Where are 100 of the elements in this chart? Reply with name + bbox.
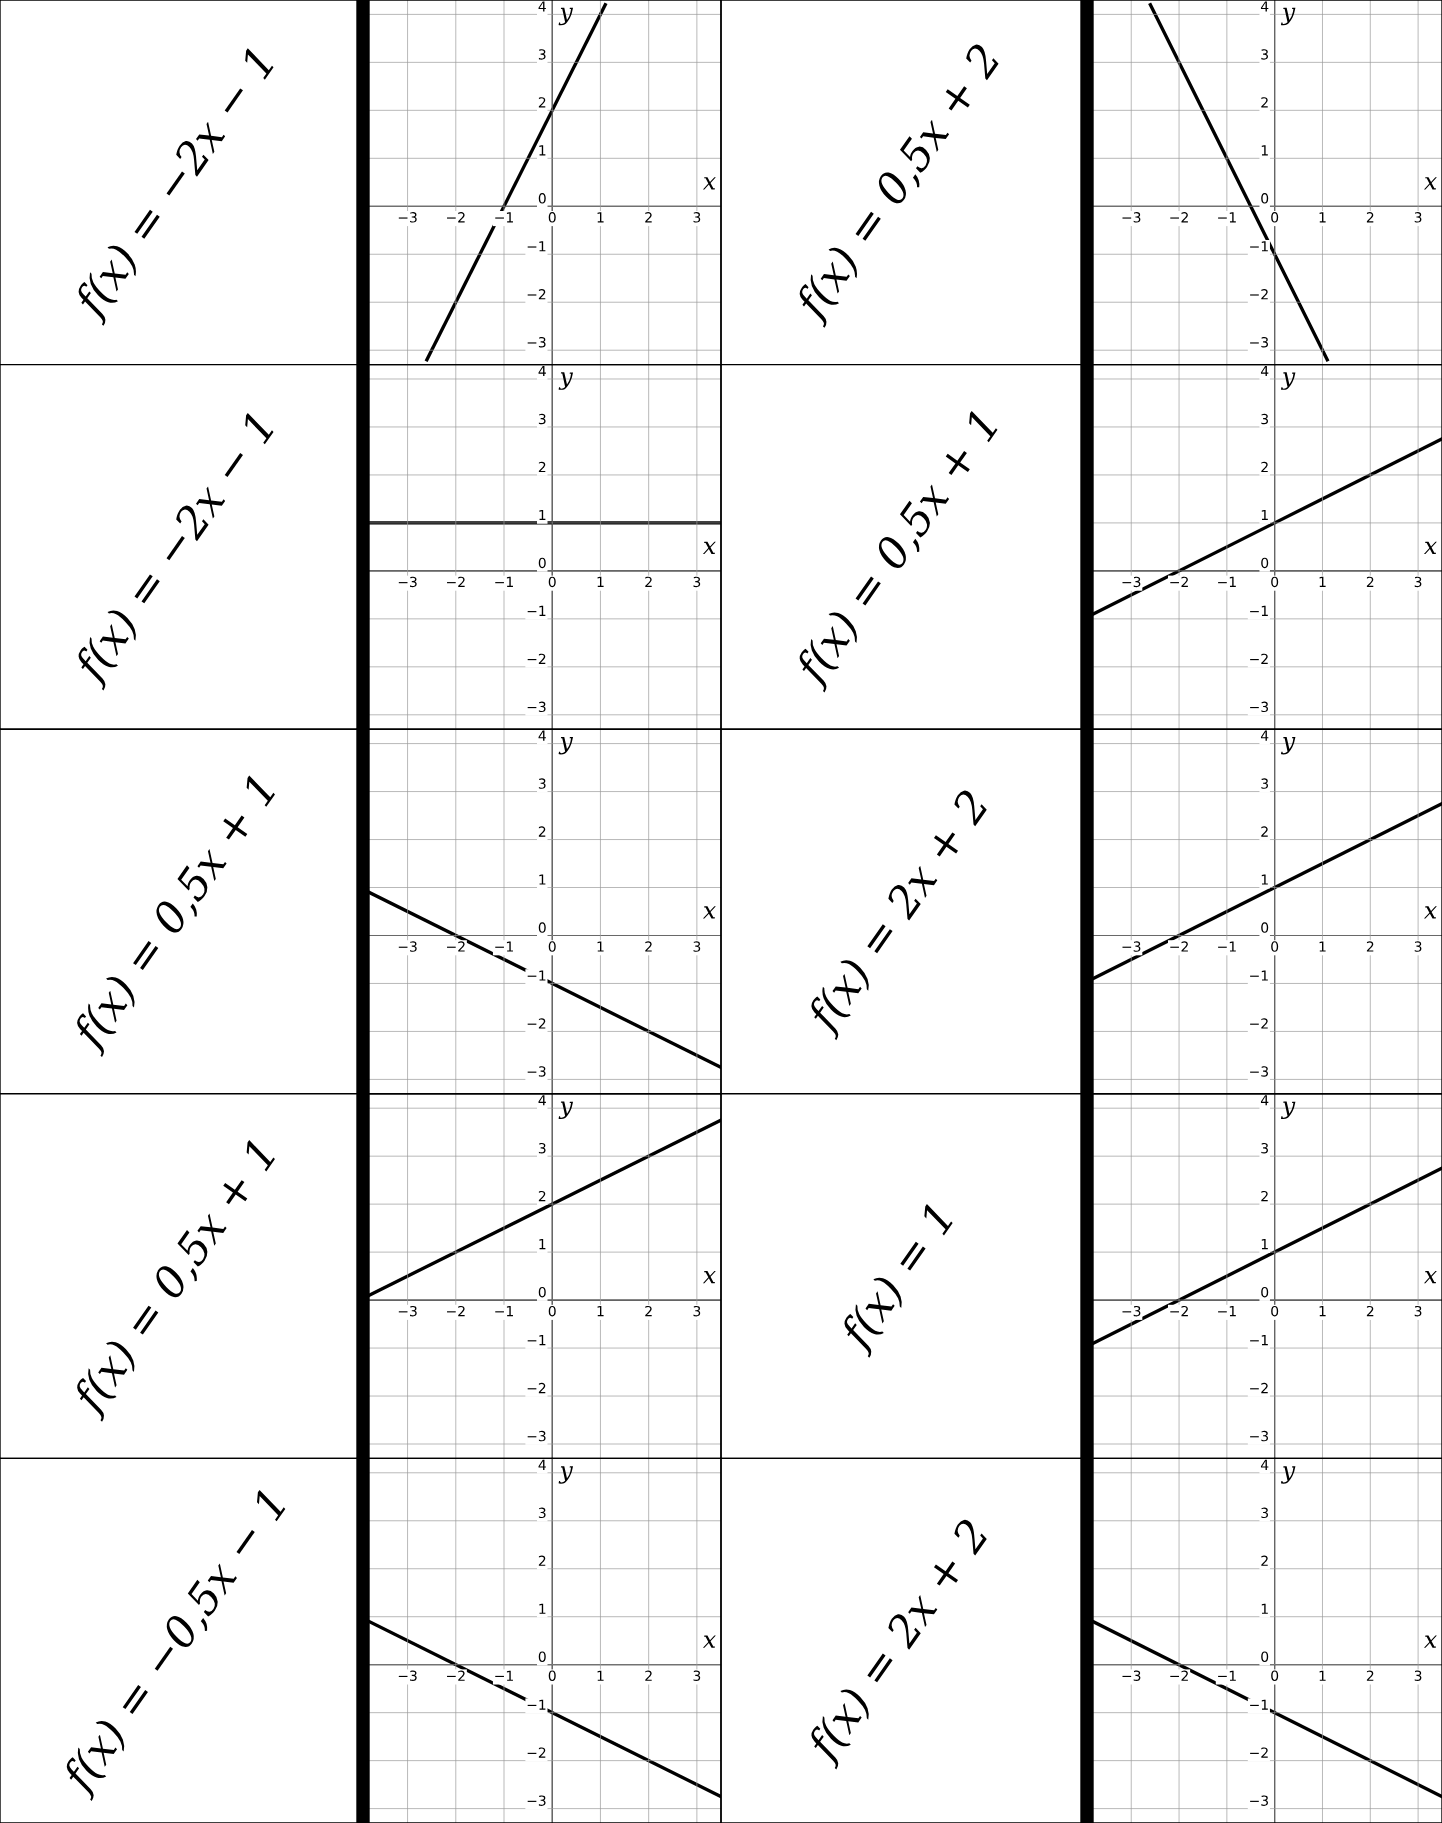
y-tick-label: 4: [538, 365, 546, 377]
y-tick-label: −1: [527, 605, 546, 616]
x-axis-title: x: [702, 906, 716, 919]
y-tick-label: −3: [1250, 337, 1268, 348]
y-tick-label: −1: [527, 1699, 546, 1710]
y-tick-label: 4: [1260, 1459, 1269, 1470]
y-axis-title: y: [558, 1101, 574, 1120]
x-tick-label: 1: [1319, 576, 1326, 587]
x-tick-label: −3: [1122, 1670, 1141, 1681]
x-tick-label: 0: [548, 576, 556, 588]
y-tick-label: 4: [538, 1, 546, 12]
y-tick-label: −1: [1250, 241, 1268, 252]
x-tick-label: 2: [645, 212, 652, 223]
x-tick-label: −1: [495, 1670, 513, 1681]
y-tick-label: −2: [527, 1747, 546, 1758]
y-tick-label: 0: [538, 193, 546, 204]
y-tick-label: 2: [538, 826, 546, 837]
y-tick-label: 1: [539, 1603, 546, 1614]
y-tick-label: −3: [1250, 701, 1268, 713]
x-tick-label: 0: [1271, 1670, 1279, 1681]
x-tick-label: 1: [597, 941, 604, 952]
y-tick-label: 3: [538, 413, 546, 425]
x-tick-label: 0: [1271, 1305, 1279, 1317]
y-tick-label: −3: [527, 1430, 546, 1442]
y-tick-label: −3: [527, 337, 546, 348]
y-tick-label: 1: [539, 1239, 546, 1250]
y-tick-label: 0: [538, 557, 546, 569]
x-tick-label: −1: [1218, 1306, 1236, 1317]
x-tick-label: 0: [1271, 941, 1279, 952]
x-tick-label: 0: [548, 212, 556, 223]
y-tick-label: 2: [1261, 1190, 1268, 1202]
y-tick-label: 1: [1261, 509, 1268, 521]
y-tick-label: −2: [527, 1018, 546, 1029]
x-tick-label: −2: [447, 941, 465, 952]
y-tick-label: 1: [1261, 1239, 1268, 1250]
y-tick-label: −2: [1250, 289, 1268, 300]
y-tick-label: 0: [1261, 1286, 1269, 1298]
x-tick-label: 1: [1319, 1670, 1326, 1681]
y-tick-label: −2: [1250, 1018, 1268, 1029]
x-tick-label: 3: [693, 1670, 701, 1681]
y-tick-label: 3: [538, 1507, 546, 1519]
y-tick-label: −1: [527, 241, 546, 252]
y-tick-label: −1: [527, 970, 546, 981]
y-tick-label: 3: [538, 1142, 546, 1154]
x-tick-label: −3: [1122, 212, 1141, 223]
y-tick-label: 4: [538, 1095, 546, 1106]
x-tick-label: −1: [495, 1306, 513, 1317]
y-tick-label: −1: [527, 1335, 546, 1346]
y-tick-label: 4: [1260, 730, 1269, 741]
x-tick-label: 3: [1414, 941, 1422, 952]
x-tick-label: 3: [693, 212, 701, 223]
y-tick-label: 3: [1261, 1507, 1268, 1519]
y-tick-label: 0: [538, 1286, 546, 1298]
y-tick-label: 2: [1261, 461, 1268, 473]
y-tick-label: −3: [527, 1795, 546, 1806]
x-tick-label: 1: [597, 1670, 604, 1681]
y-tick-label: 4: [1260, 1095, 1269, 1106]
y-tick-label: −2: [527, 1382, 546, 1394]
y-tick-label: −2: [1250, 653, 1268, 664]
x-axis-title: x: [702, 1635, 716, 1648]
y-tick-label: 4: [538, 1459, 546, 1470]
y-axis-title: y: [1280, 7, 1296, 26]
x-tick-label: 0: [548, 941, 556, 952]
x-tick-label: 2: [645, 1670, 652, 1681]
y-tick-label: 4: [538, 730, 546, 741]
y-tick-label: 2: [1261, 826, 1268, 837]
x-tick-label: −2: [1170, 1305, 1188, 1317]
x-tick-label: 1: [1319, 1306, 1326, 1317]
y-tick-label: 2: [538, 1190, 546, 1202]
x-tick-label: 1: [597, 576, 604, 587]
y-tick-label: 3: [1261, 778, 1268, 789]
x-tick-label: 2: [1366, 212, 1374, 223]
y-tick-label: −2: [1250, 1747, 1268, 1758]
x-axis-title: x: [1423, 1270, 1437, 1284]
y-tick-label: −3: [1250, 1795, 1268, 1806]
x-axis-title: x: [1423, 1635, 1437, 1648]
y-axis-title: y: [1280, 1101, 1296, 1120]
x-tick-label: 1: [597, 1306, 604, 1317]
y-tick-label: 1: [539, 874, 546, 885]
y-tick-label: −2: [527, 289, 546, 300]
y-tick-label: 0: [1261, 557, 1269, 569]
x-axis-title: x: [702, 1270, 716, 1284]
x-tick-label: −3: [398, 1305, 417, 1317]
x-tick-label: 3: [1414, 576, 1422, 588]
y-tick-label: 2: [1261, 1555, 1268, 1566]
x-tick-label: −3: [1122, 1305, 1141, 1317]
x-tick-label: 2: [1366, 576, 1374, 587]
y-tick-label: 1: [539, 145, 546, 156]
y-axis-title: y: [558, 1466, 574, 1484]
y-axis-title: y: [1280, 736, 1296, 755]
x-tick-label: −1: [1218, 212, 1236, 223]
y-tick-label: −1: [1250, 1335, 1268, 1346]
y-axis-title: y: [558, 372, 574, 390]
y-axis-title: y: [1280, 372, 1296, 390]
x-tick-label: −2: [1170, 1670, 1188, 1681]
y-tick-label: 0: [538, 922, 546, 933]
x-axis-title: x: [702, 177, 716, 190]
y-tick-label: −1: [1250, 1699, 1268, 1710]
y-tick-label: 0: [538, 1651, 546, 1662]
x-tick-label: −2: [447, 1305, 465, 1317]
